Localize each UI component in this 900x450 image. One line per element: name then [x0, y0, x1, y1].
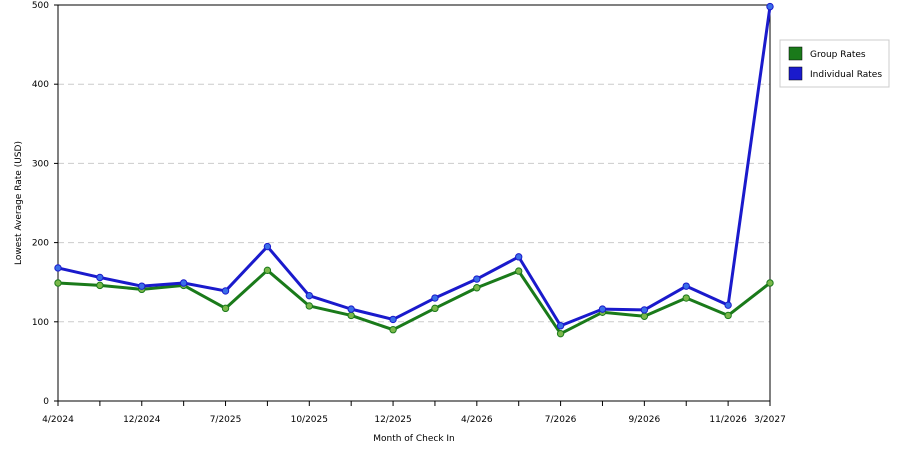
y-axis-title: Lowest Average Rate (USD): [14, 141, 24, 265]
data-point: [598, 305, 607, 313]
x-tick-label: 12/2024: [123, 415, 161, 425]
data-point: [305, 302, 313, 310]
y-axis-ticks: 0 100 200 300 400 500: [32, 1, 58, 407]
data-point: [766, 279, 774, 287]
x-tick-label: 7/2025: [210, 415, 242, 425]
data-point: [515, 253, 523, 261]
data-point: [305, 291, 313, 300]
x-tick-label: 4/2024: [42, 415, 74, 425]
data-point: [515, 267, 523, 275]
data-point: [556, 322, 565, 330]
x-tick-label: 11/2026: [709, 415, 747, 425]
data-point: [640, 312, 649, 320]
series-group: [54, 2, 774, 338]
series-line: [57, 268, 771, 336]
y-tick-label: 400: [32, 80, 49, 90]
legend-swatch: [788, 46, 803, 61]
data-point: [556, 329, 565, 338]
legend: Group Rates Individual Rates: [779, 39, 890, 88]
y-tick-label: 200: [32, 239, 49, 249]
x-tick-label: 9/2026: [629, 415, 661, 425]
y-tick-label: 300: [32, 159, 49, 169]
data-point: [54, 264, 62, 272]
data-point: [724, 311, 732, 320]
data-point: [347, 305, 355, 313]
grid-lines: [58, 83, 770, 323]
series-line: [57, 6, 772, 328]
axes: [57, 4, 771, 402]
data-point: [473, 284, 481, 292]
y-tick-label: 0: [43, 397, 49, 407]
y-tick-label: 100: [32, 318, 49, 328]
legend-swatch: [788, 66, 803, 81]
data-point: [263, 242, 272, 251]
data-point: [682, 282, 690, 290]
data-point: [682, 294, 690, 302]
data-point: [96, 281, 104, 290]
data-point: [766, 2, 774, 11]
data-point: [389, 326, 397, 334]
x-axis-ticks: 4/2024 12/2024 7/2025 10/2025 12/2025 4/2026 7…: [42, 401, 786, 425]
x-tick-label: 10/2025: [291, 415, 328, 425]
data-point: [221, 304, 230, 313]
plot-frame: [57, 4, 771, 402]
data-point: [724, 301, 732, 309]
x-axis-title: Month of Check In: [373, 434, 455, 444]
x-tick-label: 7/2026: [545, 415, 577, 425]
data-point: [138, 282, 146, 290]
data-point: [640, 306, 649, 314]
y-tick-label: 500: [32, 1, 49, 11]
legend-label: Individual Rates: [810, 70, 882, 80]
data-point: [389, 315, 397, 324]
data-point: [221, 287, 230, 295]
x-tick-label: 3/2027: [754, 415, 786, 425]
data-point: [54, 279, 62, 287]
data-point: [473, 275, 481, 283]
data-point: [431, 304, 439, 313]
x-tick-label: 12/2025: [374, 415, 411, 425]
data-point: [431, 294, 439, 302]
data-point: [263, 266, 272, 275]
data-point: [96, 273, 104, 282]
data-point: [347, 311, 355, 320]
data-point: [179, 279, 188, 287]
legend-label: Group Rates: [810, 50, 866, 60]
x-tick-label: 4/2026: [461, 415, 493, 425]
